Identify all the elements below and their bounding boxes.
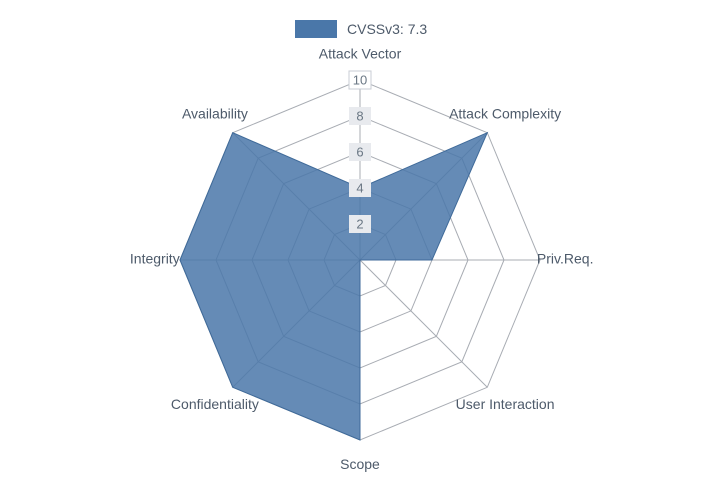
axis-label: Confidentiality bbox=[171, 396, 259, 412]
tick-label: 4 bbox=[356, 180, 363, 195]
cvss-series bbox=[180, 133, 487, 440]
tick-label: 2 bbox=[356, 216, 363, 231]
axis-label: Scope bbox=[340, 456, 380, 472]
axis-label: Attack Vector bbox=[319, 46, 402, 62]
cvss-radar-chart: Attack Vector Attack Complexity Priv.Req. U… bbox=[0, 0, 720, 504]
axis-label: Attack Complexity bbox=[449, 106, 561, 122]
legend-swatch bbox=[295, 20, 337, 38]
tick-label: 8 bbox=[356, 108, 363, 123]
axis-label: Priv.Req. bbox=[537, 251, 594, 267]
axis-label: Integrity bbox=[130, 251, 180, 267]
axis-label: User Interaction bbox=[456, 396, 555, 412]
axis-label: Availability bbox=[182, 106, 248, 122]
tick-label: 6 bbox=[356, 144, 363, 159]
tick-label: 10 bbox=[353, 72, 367, 87]
legend-label: CVSSv3: 7.3 bbox=[347, 21, 427, 37]
